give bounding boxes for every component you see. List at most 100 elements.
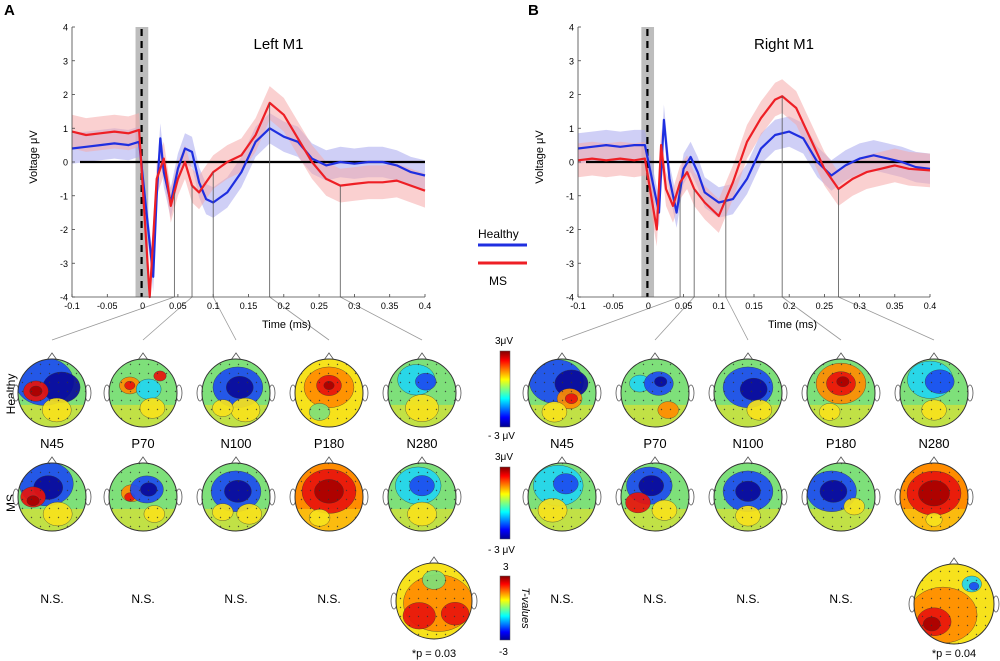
panel-letter-a: A: [4, 2, 15, 19]
right-ytick-label: -1: [566, 191, 574, 201]
right-m1-erp-chart: -4 -3 -2 -1 0 1 2 3 4 -0.1 -0.05 0 0.05 0.1 0.15 0.2 0.2…: [534, 23, 936, 341]
left-band-ms: [72, 86, 425, 297]
left-xtick-label: 0.2: [278, 301, 291, 311]
left-xtick-label: 0.35: [381, 301, 399, 311]
right-topo-ms-p180-outline: [806, 462, 876, 532]
right-topo-ms-n100-outline: [713, 462, 783, 532]
right-topo-healthy-n100: [708, 352, 788, 428]
left-component-label-p70: P70: [131, 436, 154, 451]
right-ytick-label: 3: [569, 56, 574, 66]
left-topo-ms-n280-nose: [416, 456, 428, 465]
left-stat-3: N.S.: [224, 592, 247, 606]
left-xtick-label: 0.15: [240, 301, 258, 311]
left-topo-healthy-n280-nose: [416, 352, 428, 361]
left-xtick-label: 0: [140, 301, 145, 311]
right-topo-connector-4: [781, 296, 842, 341]
right-component-label-n45: N45: [550, 436, 574, 451]
left-topo-ms-n280-electrodes: [388, 463, 456, 531]
colorbar-t-bottom: -3: [499, 647, 508, 658]
left-topo-healthy-n45-outline: [17, 358, 87, 428]
right-topo-healthy-p180-electrodes: [807, 359, 875, 427]
left-topo-healthy-n45: [12, 352, 92, 428]
left-component-label-n280: N280: [406, 436, 437, 451]
right-xtick-label: -0.05: [603, 301, 624, 311]
right-xtick-label: -0.1: [570, 301, 586, 311]
right-topo-healthy-n280: [894, 352, 974, 428]
left-tvalue-map: [390, 556, 478, 640]
right-topo-ms-p180: [801, 456, 881, 532]
right-component-label-n280: N280: [918, 436, 949, 451]
left-topo-ms-n100: [196, 456, 276, 532]
right-xtick-label: 0.35: [886, 301, 904, 311]
left-topo-healthy-p180: [289, 352, 369, 428]
left-topo-healthy-p70: [103, 352, 183, 428]
left-stat-1: N.S.: [40, 592, 63, 606]
right-ytick-label: 2: [569, 90, 574, 100]
left-topo-healthy-p180-electrodes: [295, 359, 363, 427]
right-chart-title: Right M1: [754, 36, 814, 53]
row-label-healthy: Healthy: [4, 374, 18, 415]
right-topo-healthy-n45: [522, 352, 602, 428]
right-topo-healthy-p70-outline: [620, 358, 690, 428]
colorbar-healthy-bottom: - 3 μV: [488, 431, 515, 442]
left-ytick-label: 2: [63, 90, 68, 100]
right-xtick-label: 0.4: [924, 301, 937, 311]
left-xtick-label: 0.3: [348, 301, 361, 311]
left-topo-healthy-n100-electrodes: [202, 359, 270, 427]
left-xtick-label: -0.1: [64, 301, 80, 311]
left-tvalue-map-outline: [395, 562, 473, 640]
right-stat-3: N.S.: [736, 592, 759, 606]
right-topo-ms-n280-outline: [899, 462, 969, 532]
left-component-label-n45: N45: [40, 436, 64, 451]
left-topo-ms-p180-electrodes: [295, 463, 363, 531]
right-x-axis-label: Time (ms): [768, 319, 817, 331]
right-xtick-label: 0: [646, 301, 651, 311]
right-component-label-n100: N100: [732, 436, 763, 451]
right-topo-ms-n45-outline: [527, 462, 597, 532]
right-topo-connector-5: [838, 296, 935, 341]
legend-label-ms: MS: [489, 274, 507, 288]
left-topo-ms-p180-outline: [294, 462, 364, 532]
right-topo-ms-n45: [522, 456, 602, 532]
left-stat-significant: *p = 0.03: [412, 648, 456, 660]
left-topo-healthy-n280-electrodes: [388, 359, 456, 427]
right-y-axis-label: Voltage μV: [534, 130, 546, 184]
left-topo-healthy-n100-outline: [201, 358, 271, 428]
right-topo-ms-n280-nose: [928, 456, 940, 465]
left-topo-healthy-n45-nose: [46, 352, 58, 361]
right-xtick-label: 0.15: [745, 301, 763, 311]
right-ytick-label: 0: [569, 158, 574, 168]
left-y-axis-label: Voltage μV: [28, 130, 40, 184]
right-topo-ms-p70-electrodes: [621, 463, 689, 531]
left-stat-2: N.S.: [131, 592, 154, 606]
right-topo-ms-p180-nose: [835, 456, 847, 465]
right-xtick-label: 0.2: [783, 301, 796, 311]
right-topo-ms-p180-electrodes: [807, 463, 875, 531]
left-topo-healthy-p180-nose: [323, 352, 335, 361]
right-topo-ms-p70: [615, 456, 695, 532]
left-tvalue-map-nose: [428, 556, 440, 565]
right-tvalue-map-electrodes: [914, 564, 994, 644]
topographic-maps: [12, 352, 1000, 645]
right-topo-ms-p70-nose: [649, 456, 661, 465]
right-topo-healthy-p180: [801, 352, 881, 428]
left-series-ms: [71, 101, 426, 299]
left-xtick-label: 0.25: [310, 301, 328, 311]
right-topo-healthy-n100-electrodes: [714, 359, 782, 427]
right-stat-significant: *p = 0.04: [932, 648, 976, 660]
left-topo-ms-p180-nose: [323, 456, 335, 465]
left-x-axis-label: Time (ms): [262, 319, 311, 331]
left-topo-healthy-n280-outline: [387, 358, 457, 428]
left-xtick-label: 0.4: [419, 301, 432, 311]
right-tvalue-map: [908, 557, 1000, 645]
right-ytick-label: -2: [566, 225, 574, 235]
right-topo-connector-3: [725, 296, 749, 341]
colorbar-ms: 3μV - 3 μV: [488, 452, 515, 556]
left-topo-ms-n100-nose: [230, 456, 242, 465]
right-xtick-label: 0.3: [853, 301, 866, 311]
right-xtick-label: 0.05: [675, 301, 693, 311]
left-xtick-label: -0.05: [97, 301, 118, 311]
left-topo-healthy-n100-nose: [230, 352, 242, 361]
left-ytick-label: 0: [63, 158, 68, 168]
right-stat-2: N.S.: [643, 592, 666, 606]
